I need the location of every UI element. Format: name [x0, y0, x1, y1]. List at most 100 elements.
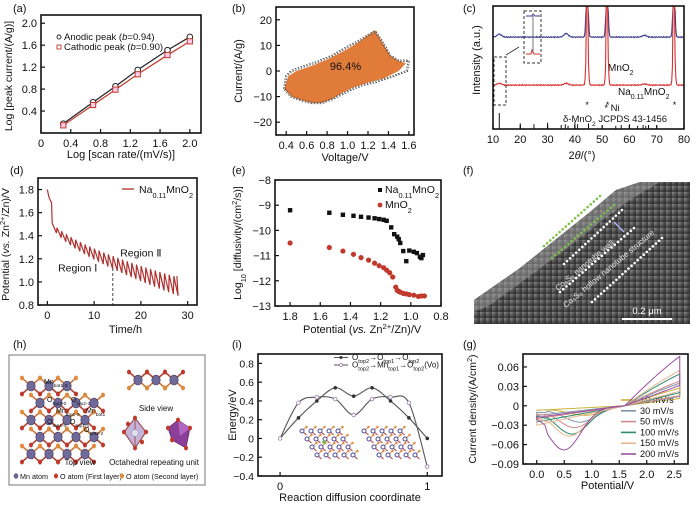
o-atom	[356, 449, 359, 453]
mn-atom	[169, 374, 179, 386]
legend-label: Mn atom	[20, 472, 48, 481]
superscript: 2	[230, 201, 239, 205]
wall-outline-dot	[553, 253, 557, 257]
x-tick-label: 1.0	[584, 469, 599, 481]
o-atom	[314, 425, 317, 429]
y-tick-label: 2.0	[22, 18, 37, 30]
y-axis-label: Intensity (a.u.)	[471, 25, 483, 95]
x-tick-label: 0.6	[299, 140, 314, 152]
x-tick-label: 40	[569, 134, 581, 146]
data-point	[392, 231, 397, 237]
wall-outline-dot	[584, 242, 587, 246]
wall-outline-dot	[609, 206, 613, 210]
region-2-label: Region Ⅱ	[120, 248, 161, 260]
hollow-outline-dot	[633, 261, 636, 265]
o-atom	[413, 441, 416, 445]
o-atom-second-layer	[74, 375, 78, 381]
series-line	[62, 40, 191, 126]
mn-atom	[371, 444, 377, 450]
octahedral-label: Octahedral repeating unit	[109, 458, 200, 467]
y-tick-label: −10	[253, 92, 272, 104]
mn-atom	[62, 414, 72, 426]
mn-atom	[323, 452, 329, 458]
atom-label: Otop2-0	[47, 397, 67, 407]
legend-label: Otop2→Mntop1→Otop2(Vo)	[352, 361, 439, 373]
panel-i: Otop2→Otop1→Otop2Otop2→Mntop1→Otop2(Vo)0…	[227, 353, 443, 504]
subscript: top1	[388, 367, 399, 373]
x-tick-label: 0.4	[63, 138, 78, 150]
subscript: 10	[239, 274, 248, 282]
wall-outline-dot	[593, 220, 596, 224]
data-point	[333, 385, 338, 390]
data-point	[366, 215, 371, 220]
data-point	[60, 122, 67, 129]
hollow-outline-dot	[645, 250, 649, 254]
migrating-ion	[322, 440, 326, 444]
wall-outline-dot	[589, 223, 593, 226]
y-tick-label: 0	[513, 401, 519, 413]
hollow-outline-dot	[651, 245, 655, 248]
hollow-outline-dot	[618, 275, 621, 279]
subscript: top1-1	[75, 423, 89, 429]
wall-outline-dot	[558, 230, 561, 234]
data-point	[287, 240, 293, 246]
y-tick-label: 0.8	[239, 358, 254, 370]
x-tick-label: 0.8	[93, 138, 108, 150]
o-atom-first-layer	[38, 391, 42, 397]
xrd-pattern	[492, 5, 685, 87]
mn-atom	[361, 428, 367, 434]
hollow-outline-dot	[626, 232, 629, 235]
x-tick-label: 0.0	[529, 469, 544, 481]
o-atom-first-layer	[20, 391, 24, 397]
data-point	[112, 86, 119, 93]
data-point	[333, 396, 338, 402]
text-span: )	[467, 354, 479, 358]
text-span: /Zn)/V	[391, 324, 422, 336]
text-span: =0.94)	[127, 32, 154, 43]
xrd-pattern	[492, 5, 685, 39]
wall-outline-dot	[602, 212, 606, 215]
y-tick-label: 0.03	[498, 381, 519, 393]
data-point	[351, 412, 356, 418]
x-tick-label: 30	[541, 134, 553, 146]
o-atom-second-layer	[56, 375, 60, 381]
data-point	[351, 394, 356, 399]
panel-label: (b)	[232, 3, 245, 15]
series-line	[62, 36, 191, 125]
legend-label: 30 mV/s	[640, 406, 674, 416]
o-atom	[418, 449, 421, 453]
text-span: δ-MnO	[563, 114, 592, 125]
o-atom-first-layer	[92, 425, 96, 431]
hollow-outline-dot	[630, 264, 633, 268]
legend-label: Na0.11MnO2	[139, 184, 193, 200]
o-atom-first-layer	[65, 442, 69, 448]
o-atom	[409, 449, 412, 453]
wall-outline-dot	[606, 209, 609, 212]
x-tick-label: 1.8	[282, 311, 297, 323]
o-atom-first-layer	[126, 421, 130, 427]
legend-marker	[120, 473, 124, 479]
text-span: MnO	[385, 199, 408, 211]
subscript: 0.11	[631, 94, 644, 101]
o-atom-second-layer	[29, 426, 33, 432]
atom-label: Otop1-1	[70, 419, 90, 429]
data-point	[401, 248, 406, 254]
o-atom	[403, 425, 406, 429]
region-1-label: Region Ⅰ	[58, 263, 97, 275]
o-atom-second-layer	[65, 426, 69, 432]
text-span: →O	[399, 361, 413, 370]
data-point	[350, 251, 357, 257]
text-span: /s)]	[232, 186, 244, 201]
scale-bar-label: 0.2 μm	[632, 306, 661, 317]
data-point	[395, 234, 400, 239]
wall-outline-dot	[542, 244, 546, 248]
data-point	[376, 216, 382, 222]
o-atom	[328, 433, 331, 437]
text-span: →O	[369, 353, 383, 362]
data-point	[411, 292, 417, 298]
x-tick-label: 1.6	[152, 138, 167, 150]
inset-mno2-peak	[526, 13, 540, 17]
plot-frame	[40, 14, 202, 134]
